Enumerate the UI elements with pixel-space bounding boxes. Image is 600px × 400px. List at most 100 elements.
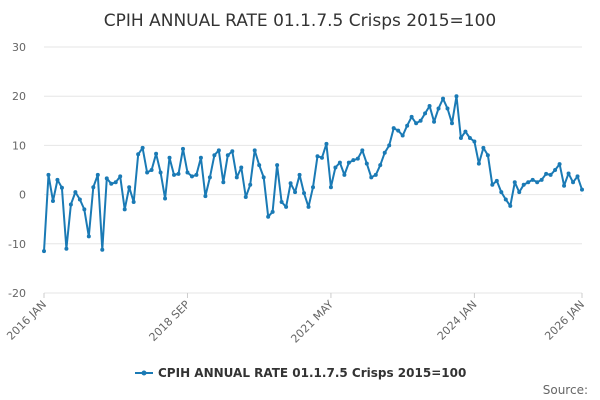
data-point: [176, 171, 181, 176]
data-point: [427, 104, 432, 109]
data-point: [122, 207, 127, 212]
data-point: [266, 214, 271, 219]
data-point: [234, 175, 239, 180]
data-point: [378, 163, 383, 168]
data-point: [180, 146, 185, 151]
chart-title: CPIH ANNUAL RATE 01.1.7.5 Crisps 2015=10…: [104, 11, 496, 31]
data-point: [279, 199, 284, 204]
data-point: [113, 180, 118, 185]
data-point: [64, 246, 69, 251]
data-point: [73, 190, 78, 195]
data-point: [77, 197, 82, 202]
data-point: [149, 168, 154, 172]
data-point: [535, 180, 540, 185]
data-point: [396, 128, 401, 133]
data-point: [163, 196, 168, 201]
data-point: [59, 185, 64, 190]
data-point: [118, 174, 123, 179]
gridlines: [44, 46, 582, 294]
data-point: [302, 191, 307, 196]
data-point: [203, 194, 208, 199]
data-point: [355, 156, 360, 161]
data-point: [55, 177, 60, 182]
data-point: [104, 176, 109, 181]
data-point: [373, 172, 378, 177]
data-point: [405, 123, 410, 128]
data-point: [68, 202, 73, 207]
data-point: [414, 121, 419, 126]
data-point: [270, 209, 275, 214]
data-point: [315, 154, 320, 159]
data-point: [216, 148, 221, 153]
data-point: [50, 198, 55, 203]
data-point: [154, 151, 159, 156]
data-point: [328, 185, 333, 190]
data-point: [517, 190, 522, 195]
y-tick-label: 10: [12, 139, 26, 152]
data-point: [557, 162, 562, 167]
data-point: [521, 182, 526, 187]
data-point: [342, 172, 347, 177]
data-point: [391, 126, 396, 131]
data-point: [221, 180, 226, 185]
data-point: [131, 199, 136, 204]
data-point: [481, 145, 486, 150]
data-point: [140, 145, 145, 150]
data-point: [423, 111, 428, 116]
y-axis: -20 -10 0 10 20 30: [8, 41, 26, 300]
data-point: [580, 187, 584, 192]
data-point: [436, 106, 441, 111]
data-point: [544, 171, 549, 176]
x-tick-label: 2021 MAY: [288, 298, 336, 346]
data-point: [463, 129, 468, 134]
data-point: [575, 174, 580, 179]
data-point: [167, 155, 172, 160]
data-point: [418, 118, 423, 123]
y-tick-label: -20: [8, 287, 26, 300]
data-point: [449, 121, 454, 126]
data-point: [369, 175, 374, 180]
data-point: [445, 106, 450, 111]
data-point: [252, 148, 257, 153]
data-point: [458, 136, 463, 141]
data-point: [526, 180, 531, 185]
x-axis: 2016 JAN 2018 SEP 2021 MAY 2024 JAN 2026 JAN: [4, 293, 587, 346]
data-point: [82, 207, 87, 212]
data-point: [207, 175, 212, 180]
source-label: Source:: [543, 383, 588, 397]
data-point: [46, 172, 51, 177]
data-point: [42, 249, 46, 254]
data-point: [400, 133, 405, 138]
data-point: [476, 161, 481, 166]
legend[interactable]: CPIH ANNUAL RATE 01.1.7.5 Crisps 2015=10…: [135, 366, 466, 380]
data-point: [239, 165, 244, 170]
x-tick-label: 2024 JAN: [435, 298, 480, 343]
data-point: [382, 150, 387, 155]
data-point: [346, 160, 351, 165]
data-point: [454, 94, 459, 99]
data-point: [194, 172, 199, 177]
data-point: [127, 185, 132, 190]
data-point: [333, 165, 338, 170]
data-point: [172, 172, 177, 177]
series-layer: [42, 94, 584, 254]
data-point: [136, 152, 141, 157]
data-point: [145, 170, 150, 175]
data-point: [337, 160, 342, 165]
data-point: [86, 234, 91, 239]
data-point: [512, 180, 517, 185]
x-tick-label: 2026 JAN: [542, 298, 587, 343]
data-point: [95, 172, 100, 177]
data-point: [494, 178, 499, 183]
data-point: [311, 185, 315, 190]
data-point: [548, 172, 553, 177]
data-point: [100, 247, 105, 252]
data-point: [306, 204, 311, 209]
data-point: [539, 177, 544, 182]
data-point: [243, 195, 248, 200]
data-point: [261, 175, 266, 180]
data-point: [490, 182, 495, 187]
data-point: [508, 203, 513, 208]
y-tick-label: 30: [12, 41, 26, 54]
